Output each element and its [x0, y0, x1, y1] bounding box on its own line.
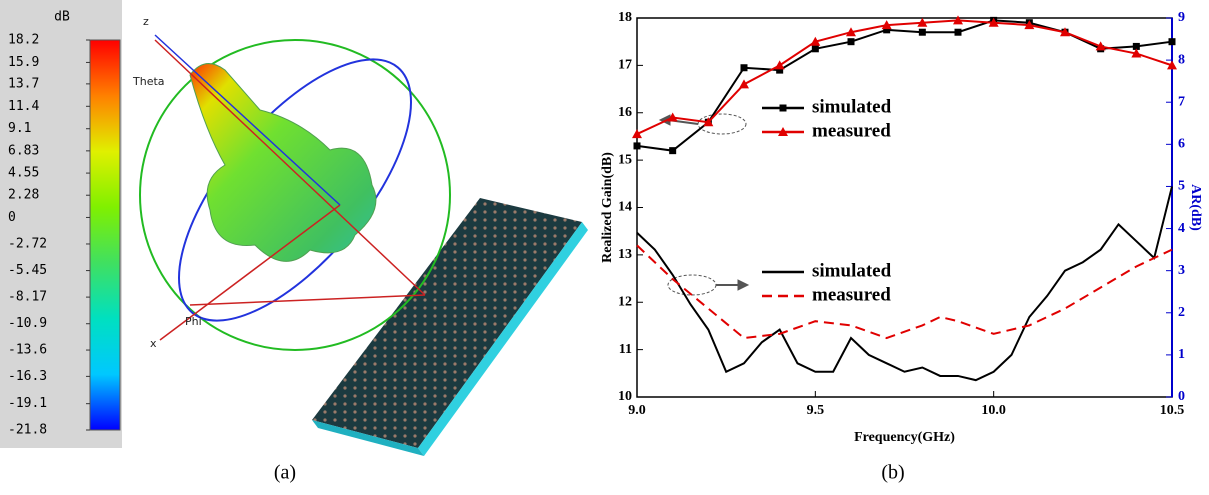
plot-frame: [637, 18, 1172, 397]
y-tick-label: 14: [618, 200, 632, 215]
x-tick-label: 10.5: [1160, 403, 1185, 418]
y-tick-label: 11: [619, 342, 632, 357]
y2-tick-label: 2: [1178, 305, 1185, 320]
y2-tick-label: 9: [1178, 10, 1185, 25]
legend-label: simulated: [812, 96, 892, 117]
y-tick-label: 13: [618, 247, 632, 262]
colorbar-label: -19.1: [8, 396, 47, 411]
y-tick-label: 15: [618, 152, 632, 167]
marker: [1169, 38, 1176, 45]
marker: [741, 64, 748, 71]
x-tick-label: 10.0: [981, 403, 1006, 418]
colorbar-label: 18.2: [8, 33, 39, 48]
colorbar-label: -16.3: [8, 369, 47, 384]
y2-axis-title: AR(dB): [1188, 184, 1203, 231]
legend-label: measured: [812, 120, 891, 141]
caption: (b): [881, 462, 904, 484]
marker: [919, 29, 926, 36]
marker: [812, 45, 819, 52]
marker: [669, 147, 676, 154]
colorbar-label: -10.9: [8, 316, 47, 331]
series-line: [637, 245, 1172, 338]
caption: (a): [274, 462, 296, 484]
y2-tick-label: 8: [1178, 52, 1185, 67]
y2-tick-label: 3: [1178, 263, 1185, 278]
series-line: [637, 186, 1172, 380]
x-tick-label: 9.0: [628, 403, 646, 418]
callout: [660, 114, 748, 295]
y2-tick-label: 5: [1178, 179, 1185, 194]
legend-label: measured: [812, 284, 891, 305]
colorbar-label: 9.1: [8, 121, 31, 136]
z-label: z: [143, 15, 149, 28]
colorbar-label: 6.83: [8, 143, 39, 158]
y2-tick-label: 7: [1178, 94, 1185, 109]
x-tick-label: 9.5: [807, 403, 825, 418]
y2-tick-label: 1: [1178, 347, 1185, 362]
phi-label: Phi: [185, 315, 202, 328]
y-tick-label: 10: [618, 389, 632, 404]
marker: [848, 38, 855, 45]
y-tick-label: 17: [618, 58, 632, 73]
theta-label: Theta: [132, 75, 165, 88]
colorbar-label: -13.6: [8, 343, 47, 358]
x-label: x: [150, 337, 157, 350]
marker: [632, 129, 642, 138]
y-tick-label: 18: [618, 10, 632, 25]
y2-tick-label: 4: [1178, 221, 1185, 236]
marker: [775, 60, 785, 69]
series-line: [637, 20, 1172, 134]
figure: z Theta Phi x (a) (b) dB 18.2 15.9 13.7 11.4…: [0, 0, 1209, 495]
colorbar-label: 11.4: [8, 99, 39, 114]
marker: [634, 142, 641, 149]
marker: [739, 79, 749, 88]
series-line: [637, 20, 1172, 150]
colorbar: [90, 40, 120, 430]
colorbar-title: dB: [54, 10, 70, 25]
colorbar-label: -2.72: [8, 236, 47, 251]
colorbar-label: 0: [8, 210, 16, 225]
colorbar-label: -5.45: [8, 263, 47, 278]
colorbar-label: -8.17: [8, 290, 47, 305]
colorbar-label: 2.28: [8, 188, 39, 203]
y2-tick-label: 6: [1178, 137, 1185, 152]
colorbar-label: -21.8: [8, 423, 47, 438]
legend-marker: [780, 105, 787, 112]
colorbar-label: 4.55: [8, 166, 39, 181]
x-axis-title: Frequency(GHz): [854, 430, 955, 445]
marker: [955, 29, 962, 36]
legend-label: simulated: [812, 260, 892, 281]
y-tick-label: 16: [618, 105, 632, 120]
y-tick-label: 12: [618, 294, 632, 309]
y-axis-title: Realized Gain(dB): [600, 152, 615, 263]
y2-tick-label: 0: [1178, 389, 1185, 404]
colorbar-label: 15.9: [8, 55, 39, 70]
colorbar-label: 13.7: [8, 76, 39, 91]
